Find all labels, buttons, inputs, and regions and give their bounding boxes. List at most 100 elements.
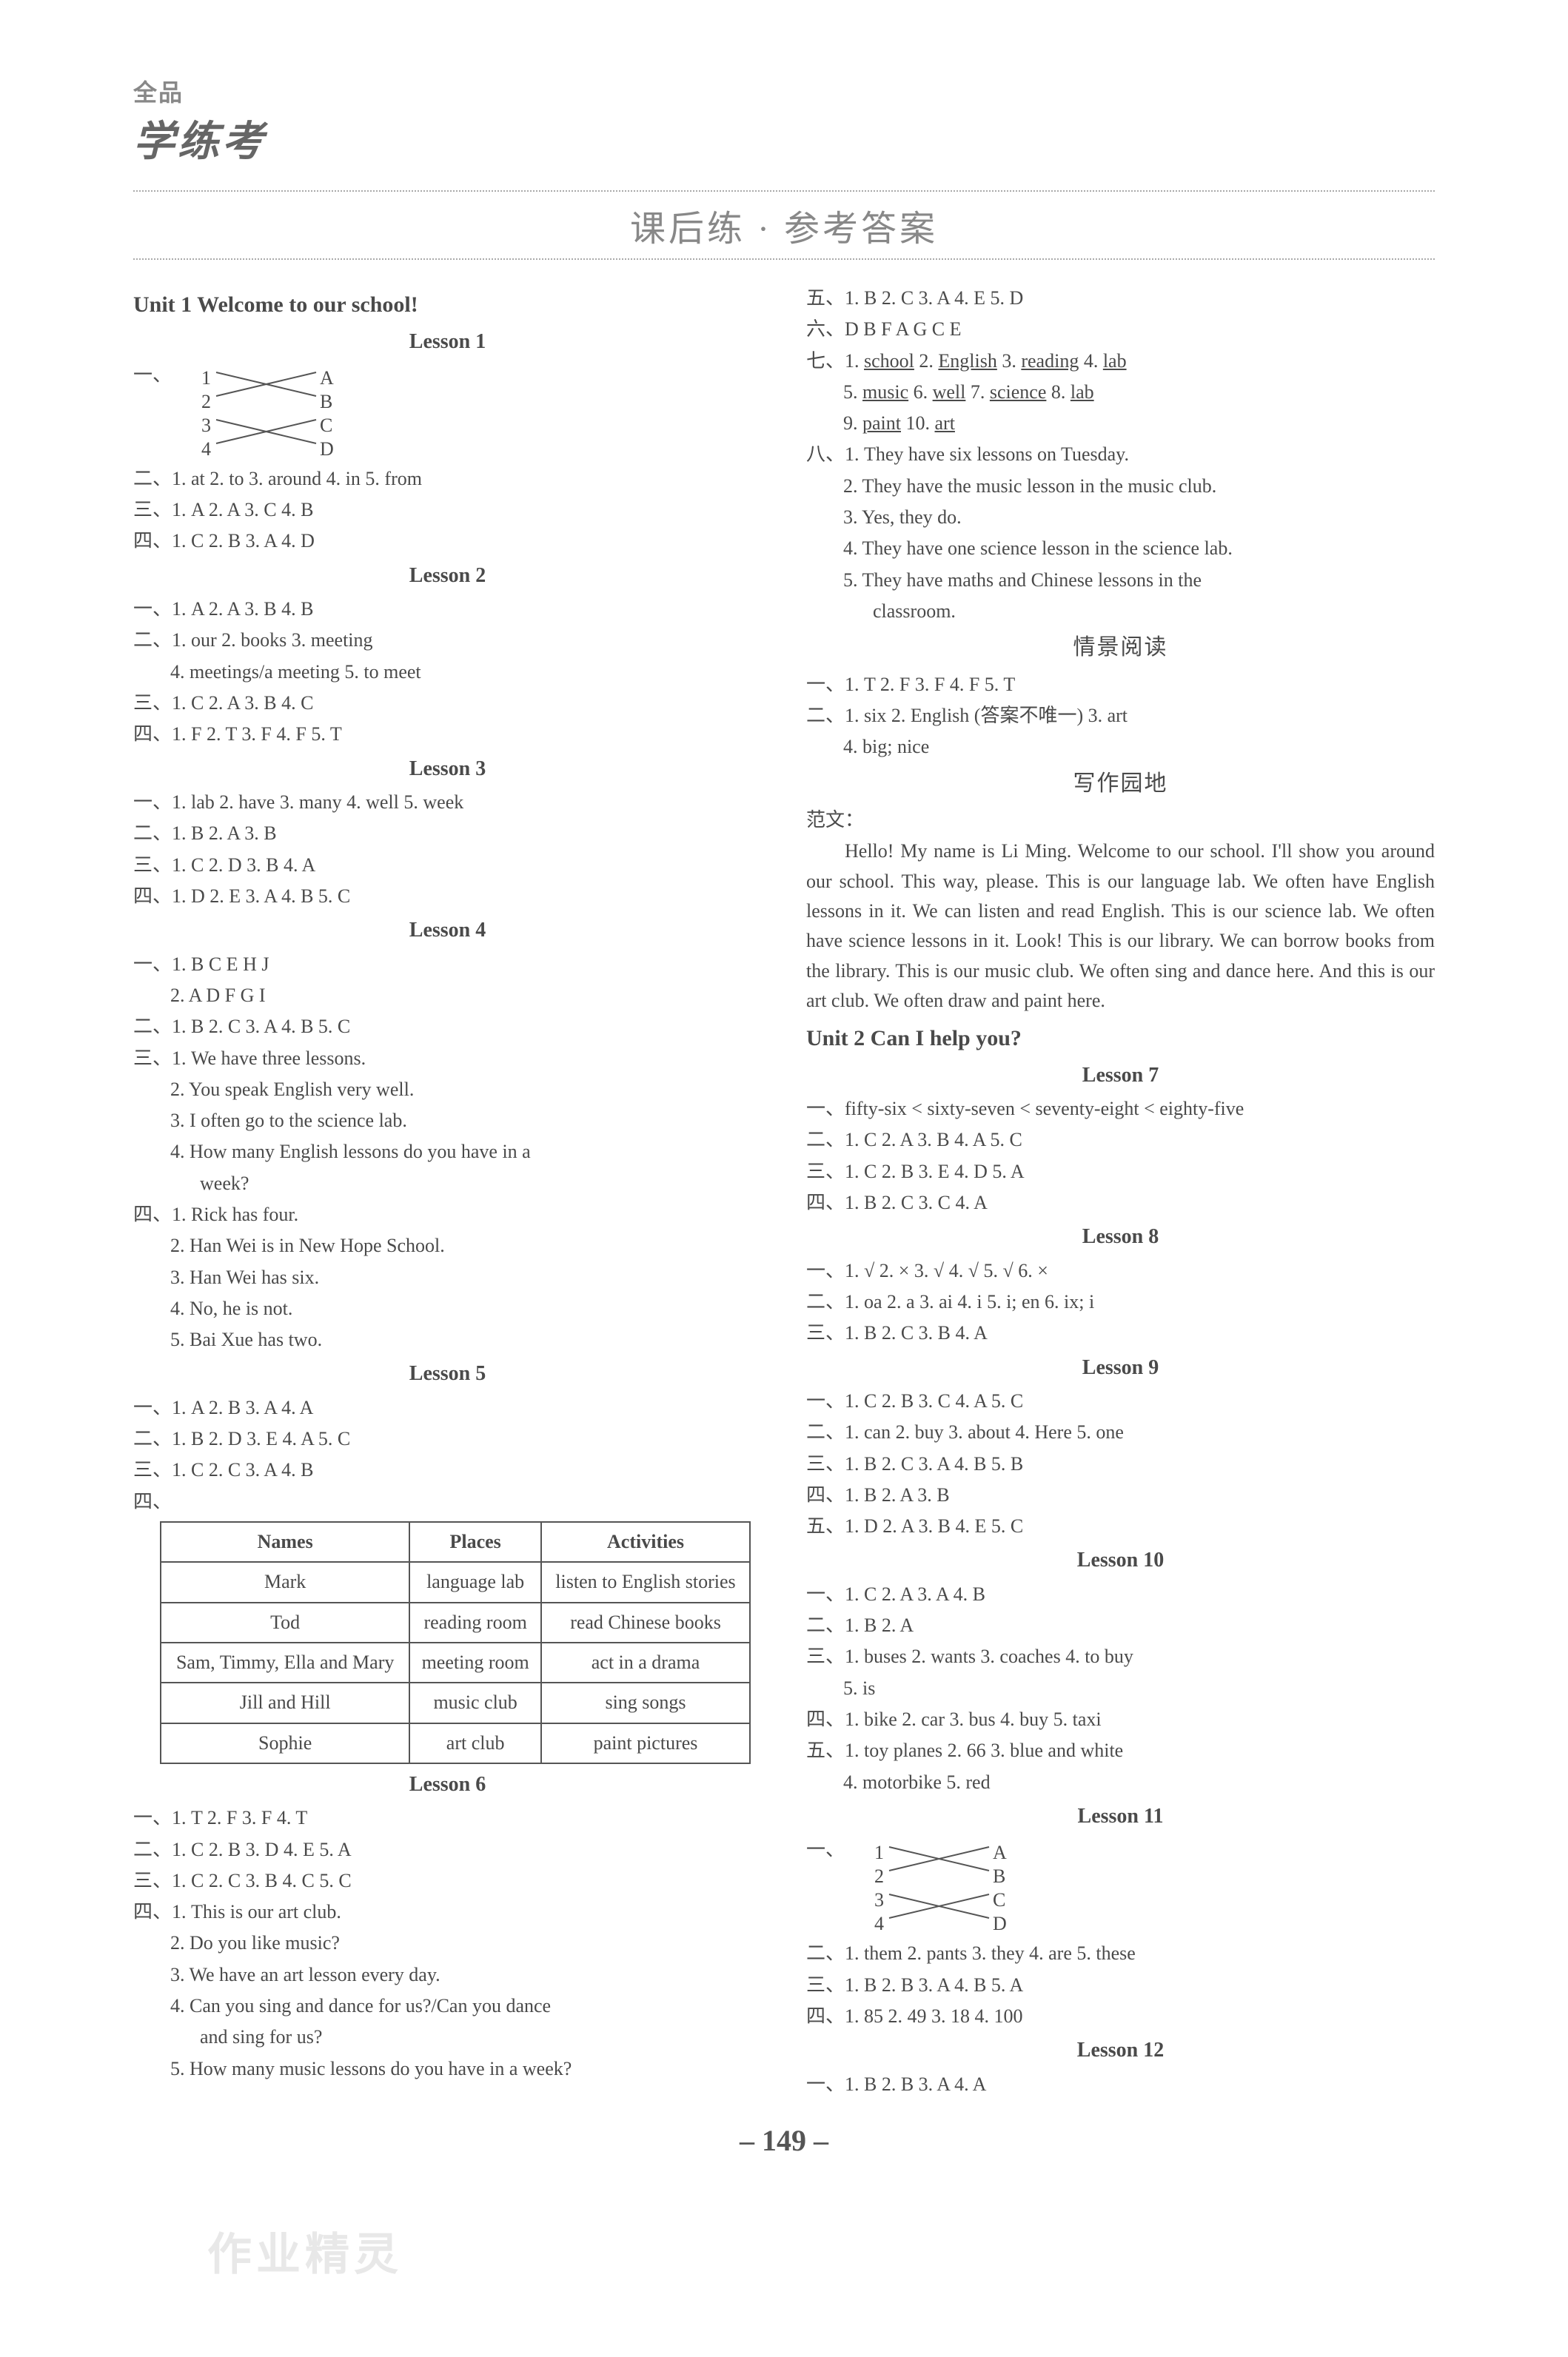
lesson3-title: Lesson 3 [133,753,762,785]
l11-2: 二、1. them 2. pants 3. they 4. are 5. the… [806,1939,1435,1968]
r8d: 4. They have one science lesson in the s… [806,534,1435,563]
l2-4: 四、1. F 2. T 3. F 4. F 5. T [133,720,762,749]
logo-top: 全品 [133,74,1435,108]
th-places: Places [409,1522,541,1562]
cell: paint pictures [541,1723,750,1763]
th-activities: Activities [541,1522,750,1562]
l4-4c: 3. Han Wei has six. [133,1263,762,1293]
word: lab [1071,381,1094,403]
lesson6-title: Lesson 6 [133,1768,762,1800]
l4-1a: 一、1. B C E H J [133,950,762,979]
th-names: Names [161,1522,409,1562]
page-number: – 149 – [133,2123,1435,2158]
word: music [862,381,908,403]
word: lab [1103,350,1127,372]
cell: Sam, Timmy, Ella and Mary [161,1643,409,1683]
l2-1: 一、1. A 2. A 3. B 4. B [133,594,762,624]
l9-3: 三、1. B 2. C 3. A 4. B 5. B [806,1449,1435,1479]
l7-3: 三、1. C 2. B 3. E 4. D 5. A [806,1157,1435,1187]
word: well [933,381,966,403]
l3-1: 一、1. lab 2. have 3. many 4. well 5. week [133,788,762,817]
l2-2b: 4. meetings/a meeting 5. to meet [133,657,762,687]
l4-3e: week? [133,1169,762,1198]
main-title: 课后练 · 参考答案 [133,190,1435,260]
cell: listen to English stories [541,1562,750,1602]
cell: Sophie [161,1723,409,1763]
l6-4d: 4. Can you sing and dance for us?/Can yo… [133,1991,762,2021]
r8f: classroom. [806,597,1435,626]
cell: language lab [409,1562,541,1602]
l12-1: 一、1. B 2. B 3. A 4. A [806,2070,1435,2099]
l3-3: 三、1. C 2. D 3. B 4. A [133,851,762,880]
l10-1: 一、1. C 2. A 3. A 4. B [806,1580,1435,1609]
q2b: 4. big; nice [806,732,1435,762]
cell: Tod [161,1603,409,1643]
word: English [938,350,996,372]
activities-table: Names Places Activities Mark language la… [160,1521,751,1764]
l6-2: 二、1. C 2. B 3. D 4. E 5. A [133,1835,762,1865]
l4-1b: 2. A D F G I [133,981,762,1010]
l10-2: 二、1. B 2. A [806,1611,1435,1640]
l4-4e: 5. Bai Xue has two. [133,1325,762,1355]
r6: 六、D B F A G C E [806,315,1435,344]
fw-label: 范文： [806,805,1435,835]
table-row: Sophie art club paint pictures [161,1723,750,1763]
l5-1: 一、1. A 2. B 3. A 4. A [133,1393,762,1423]
r7b: 5. music 6. well 7. science 8. lab [806,378,1435,407]
unit2-title: Unit 2 Can I help you? [806,1022,1435,1056]
lesson7-title: Lesson 7 [806,1059,1435,1091]
lesson8-title: Lesson 8 [806,1221,1435,1253]
l1-3: 三、1. A 2. A 3. C 4. B [133,495,762,525]
l5-3: 三、1. C 2. C 3. A 4. B [133,1455,762,1485]
l3-4: 四、1. D 2. E 3. A 4. B 5. C [133,882,762,911]
l11-4: 四、1. 85 2. 49 3. 18 4. 100 [806,2002,1435,2031]
l4-3d: 4. How many English lessons do you have … [133,1137,762,1167]
l6-4c: 3. We have an art lesson every day. [133,1960,762,1990]
l7-4: 四、1. B 2. C 3. C 4. A [806,1188,1435,1218]
lesson2-title: Lesson 2 [133,560,762,591]
l3-2: 二、1. B 2. A 3. B [133,819,762,848]
q1: 一、1. T 2. F 3. F 4. F 5. T [806,670,1435,700]
l4-3b: 2. You speak English very well. [133,1075,762,1104]
l6-1: 一、1. T 2. F 3. F 4. T [133,1803,762,1833]
l6-3: 三、1. C 2. C 3. B 4. C 5. C [133,1866,762,1896]
lesson11-title: Lesson 11 [806,1800,1435,1832]
r7c: 9. paint 10. art [806,409,1435,438]
cell: Mark [161,1562,409,1602]
watermark: 作业精灵 [207,2219,403,2283]
cell: meeting room [409,1643,541,1683]
l6-4a: 四、1. This is our art club. [133,1897,762,1927]
l4-4d: 4. No, he is not. [133,1294,762,1324]
lesson5-title: Lesson 5 [133,1358,762,1389]
cell: music club [409,1683,541,1723]
qjyd-title: 情景阅读 [806,631,1435,665]
cell: reading room [409,1603,541,1643]
essay-text: Hello! My name is Li Ming. Welcome to ou… [806,836,1435,1016]
l2-3: 三、1. C 2. A 3. B 4. C [133,688,762,718]
l11-sec1-label: 一、 [806,1835,845,1865]
cell: sing songs [541,1683,750,1723]
l2-2a: 二、1. our 2. books 3. meeting [133,626,762,655]
l4-2: 二、1. B 2. C 3. A 4. B 5. C [133,1012,762,1042]
l4-4a: 四、1. Rick has four. [133,1200,762,1230]
l7-2: 二、1. C 2. A 3. B 4. A 5. C [806,1125,1435,1155]
l9-1: 一、1. C 2. B 3. C 4. A 5. C [806,1387,1435,1416]
l8-2: 二、1. oa 2. a 3. ai 4. i 5. i; en 6. ix; … [806,1287,1435,1317]
right-column: 五、1. B 2. C 3. A 4. E 5. D 六、D B F A G C… [806,282,1435,2101]
xzyd-title: 写作园地 [806,767,1435,802]
table-row: Tod reading room read Chinese books [161,1603,750,1643]
cross-lines-icon [874,1838,1022,1934]
l6-4e: and sing for us? [133,2022,762,2052]
l1-4: 四、1. C 2. B 3. A 4. D [133,526,762,556]
l9-4: 四、1. B 2. A 3. B [806,1481,1435,1510]
cell: act in a drama [541,1643,750,1683]
unit1-title: Unit 1 Welcome to our school! [133,288,762,323]
q2a: 二、1. six 2. English (答案不唯一) 3. art [806,701,1435,731]
lesson4-title: Lesson 4 [133,914,762,946]
l5-4-label: 四、 [133,1487,172,1517]
table-row: Sam, Timmy, Ella and Mary meeting room a… [161,1643,750,1683]
l9-5: 五、1. D 2. A 3. B 4. E 5. C [806,1512,1435,1541]
l10-4: 四、1. bike 2. car 3. bus 4. buy 5. taxi [806,1705,1435,1734]
lesson11-cross: 1 2 3 4 A B C D [874,1838,1022,1934]
l8-3: 三、1. B 2. C 3. B 4. A [806,1318,1435,1348]
